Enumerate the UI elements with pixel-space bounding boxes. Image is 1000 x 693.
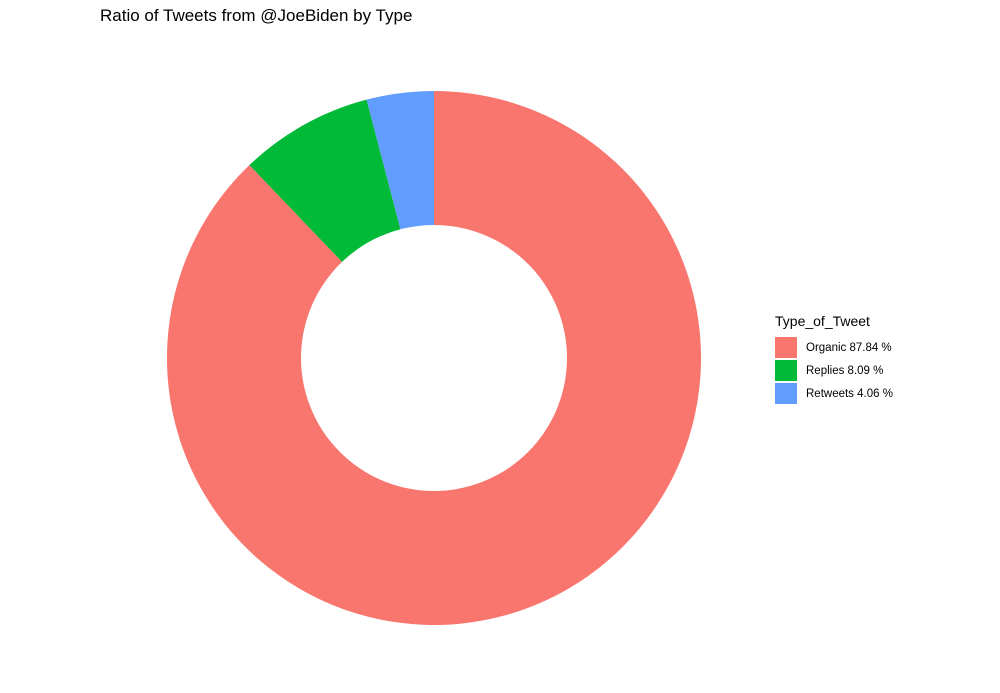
legend-item-retweets: Retweets 4.06 % xyxy=(775,382,893,405)
slice-organic xyxy=(167,91,702,626)
legend-swatch-organic xyxy=(775,337,797,358)
legend-swatch-replies xyxy=(775,360,797,381)
legend-label-organic: Organic 87.84 % xyxy=(806,341,892,354)
slice-replies xyxy=(249,99,401,262)
legend-item-replies: Replies 8.09 % xyxy=(775,359,893,382)
legend-label-retweets: Retweets 4.06 % xyxy=(806,387,893,400)
chart-title: Ratio of Tweets from @JoeBiden by Type xyxy=(100,6,413,25)
legend-item-organic: Organic 87.84 % xyxy=(775,336,893,359)
slice-retweets xyxy=(366,91,434,230)
legend-swatch-retweets xyxy=(775,383,797,404)
legend: Type_of_Tweet Organic 87.84 % Replies 8.… xyxy=(775,313,893,405)
legend-label-replies: Replies 8.09 % xyxy=(806,364,884,377)
legend-title: Type_of_Tweet xyxy=(775,313,870,329)
